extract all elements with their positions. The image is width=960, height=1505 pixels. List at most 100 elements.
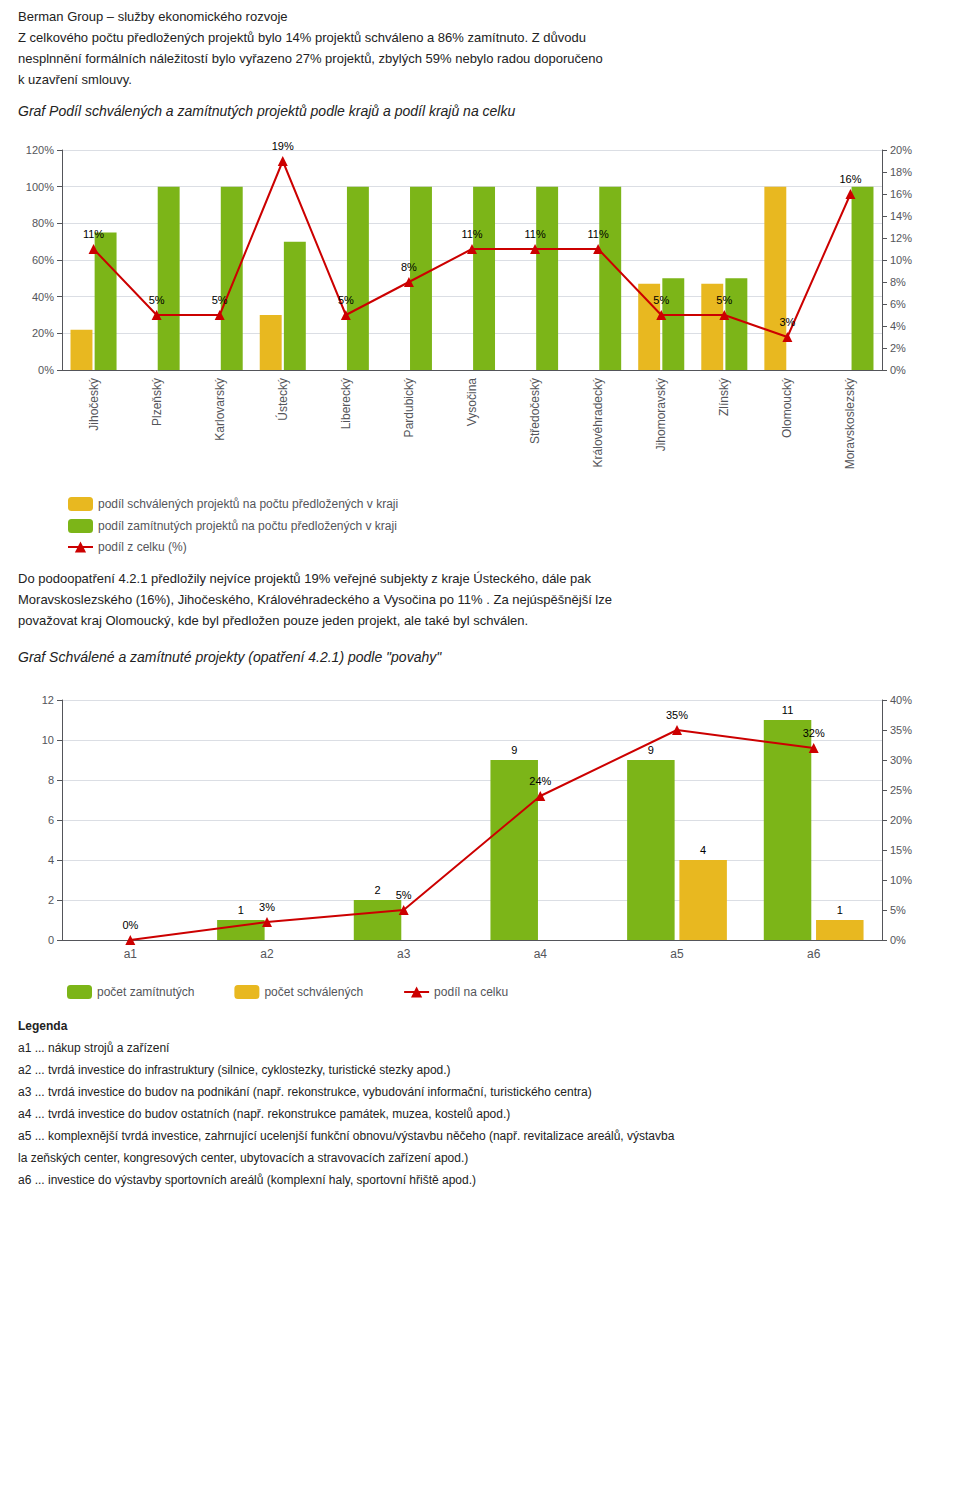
svg-text:2: 2 xyxy=(374,884,380,896)
svg-text:10: 10 xyxy=(42,734,54,746)
svg-text:Moravskoslezského (16%), Jihoč: Moravskoslezského (16%), Jihočeského, Kr… xyxy=(18,592,612,607)
svg-text:podíl zamítnutých projektů na: podíl zamítnutých projektů na počtu před… xyxy=(98,519,397,533)
svg-text:24%: 24% xyxy=(529,775,551,787)
svg-text:1: 1 xyxy=(238,904,244,916)
svg-text:a3 ... tvrdá investice do budo: a3 ... tvrdá investice do budov na podni… xyxy=(18,1085,592,1099)
svg-text:podíl z celku (%): podíl z celku (%) xyxy=(98,540,187,554)
svg-text:12: 12 xyxy=(42,694,54,706)
svg-text:2%: 2% xyxy=(890,342,906,354)
svg-text:15%: 15% xyxy=(890,844,912,856)
svg-text:0%: 0% xyxy=(122,919,138,931)
svg-text:35%: 35% xyxy=(666,709,688,721)
svg-text:a6: a6 xyxy=(807,947,821,961)
svg-text:8%: 8% xyxy=(401,261,417,273)
svg-text:a3: a3 xyxy=(397,947,411,961)
svg-text:11%: 11% xyxy=(461,228,482,240)
svg-text:Olomoucký: Olomoucký xyxy=(780,378,794,438)
svg-text:5%: 5% xyxy=(212,294,228,306)
svg-text:11: 11 xyxy=(782,704,793,716)
svg-text:a2 ... tvrdá investice do infr: a2 ... tvrdá investice do infrastruktury… xyxy=(18,1063,451,1077)
svg-text:4: 4 xyxy=(700,844,706,856)
svg-text:11%: 11% xyxy=(588,228,609,240)
svg-text:Plzeňský: Plzeňský xyxy=(150,378,164,426)
svg-text:5%: 5% xyxy=(338,294,354,306)
svg-text:9: 9 xyxy=(511,744,517,756)
svg-text:30%: 30% xyxy=(890,754,912,766)
svg-text:35%: 35% xyxy=(890,724,912,736)
svg-text:nesplnnění formálních náležito: nesplnnění formálních náležitostí bylo v… xyxy=(18,51,603,66)
svg-text:Legenda: Legenda xyxy=(18,1019,68,1033)
svg-text:podíl na celku: podíl na celku xyxy=(434,985,508,999)
svg-text:a4: a4 xyxy=(534,947,548,961)
svg-text:32%: 32% xyxy=(803,727,825,739)
svg-text:100%: 100% xyxy=(26,181,54,193)
svg-text:40%: 40% xyxy=(32,291,54,303)
svg-text:Do podoopatření 4.2.1 předloži: Do podoopatření 4.2.1 předložily nejvíce… xyxy=(18,571,592,586)
svg-text:10%: 10% xyxy=(890,874,912,886)
svg-text:8: 8 xyxy=(48,774,54,786)
svg-text:podíl schválených projektů na: podíl schválených projektů na počtu před… xyxy=(98,497,398,511)
svg-text:9: 9 xyxy=(648,744,654,756)
svg-text:počet zamítnutých: počet zamítnutých xyxy=(97,985,194,999)
svg-text:Pardubický: Pardubický xyxy=(402,378,416,437)
svg-text:a1 ... nákup strojů a zařízení: a1 ... nákup strojů a zařízení xyxy=(18,1041,170,1055)
svg-text:k uzavření smlouvy.: k uzavření smlouvy. xyxy=(18,72,132,87)
svg-text:12%: 12% xyxy=(890,232,912,244)
svg-text:20%: 20% xyxy=(890,814,912,826)
svg-text:8%: 8% xyxy=(890,276,906,288)
svg-text:11%: 11% xyxy=(524,228,545,240)
svg-text:Středočeský: Středočeský xyxy=(528,378,542,444)
svg-text:80%: 80% xyxy=(32,217,54,229)
svg-text:a4 ... tvrdá investice do budo: a4 ... tvrdá investice do budov ostatníc… xyxy=(18,1107,510,1121)
svg-text:Vysočina: Vysočina xyxy=(465,378,479,427)
svg-text:0%: 0% xyxy=(890,364,906,376)
svg-text:3%: 3% xyxy=(259,901,275,913)
svg-text:60%: 60% xyxy=(32,254,54,266)
svg-text:a2: a2 xyxy=(260,947,274,961)
svg-text:40%: 40% xyxy=(890,694,912,706)
svg-text:považovat kraj Olomoucký, kde: považovat kraj Olomoucký, kde byl předlo… xyxy=(18,613,528,628)
svg-text:počet schválených: počet schválených xyxy=(264,985,363,999)
svg-text:Zlínský: Zlínský xyxy=(717,378,731,416)
svg-text:Jihočeský: Jihočeský xyxy=(87,378,101,431)
svg-text:16%: 16% xyxy=(839,173,861,185)
svg-text:Ústecký: Ústecký xyxy=(275,378,290,421)
svg-text:5%: 5% xyxy=(653,294,669,306)
svg-text:Graf Schválené a zamítnuté pro: Graf Schválené a zamítnuté projekty (opa… xyxy=(18,649,442,665)
svg-text:a1: a1 xyxy=(124,947,138,961)
svg-text:14%: 14% xyxy=(890,210,912,222)
svg-text:2: 2 xyxy=(48,894,54,906)
svg-text:6: 6 xyxy=(48,814,54,826)
svg-text:Jihomoravský: Jihomoravský xyxy=(654,378,668,451)
svg-text:Liberecký: Liberecký xyxy=(339,378,353,429)
svg-text:19%: 19% xyxy=(272,140,294,152)
svg-text:5%: 5% xyxy=(890,904,906,916)
svg-text:16%: 16% xyxy=(890,188,912,200)
svg-text:la zeňských center, kongresový: la zeňských center, kongresových center,… xyxy=(18,1151,468,1165)
svg-text:1: 1 xyxy=(837,904,843,916)
svg-text:5%: 5% xyxy=(716,294,732,306)
svg-text:4: 4 xyxy=(48,854,54,866)
svg-text:Karlovarský: Karlovarský xyxy=(213,378,227,441)
svg-text:Graf Podíl schválených a zamít: Graf Podíl schválených a zamítnutých pro… xyxy=(18,103,515,119)
svg-text:0%: 0% xyxy=(38,364,54,376)
svg-text:5%: 5% xyxy=(396,889,412,901)
svg-text:4%: 4% xyxy=(890,320,906,332)
svg-text:a5 ... komplexnější tvrdá inve: a5 ... komplexnější tvrdá investice, zah… xyxy=(18,1129,675,1143)
svg-text:20%: 20% xyxy=(890,144,912,156)
svg-text:18%: 18% xyxy=(890,166,912,178)
svg-text:3%: 3% xyxy=(779,316,795,328)
svg-text:0: 0 xyxy=(48,934,54,946)
svg-text:Královéhradecký: Královéhradecký xyxy=(591,378,605,467)
svg-text:25%: 25% xyxy=(890,784,912,796)
svg-text:10%: 10% xyxy=(890,254,912,266)
svg-text:6%: 6% xyxy=(890,298,906,310)
svg-text:20%: 20% xyxy=(32,327,54,339)
svg-text:11%: 11% xyxy=(83,228,104,240)
svg-text:a6 ... investice do výstavby s: a6 ... investice do výstavby sportovních… xyxy=(18,1173,476,1187)
svg-text:a5: a5 xyxy=(670,947,684,961)
svg-text:5%: 5% xyxy=(149,294,165,306)
svg-text:120%: 120% xyxy=(26,144,54,156)
svg-text:Moravskoslezský: Moravskoslezský xyxy=(843,378,857,469)
svg-text:Berman Group – služby ekonomic: Berman Group – služby ekonomického rozvo… xyxy=(18,9,288,24)
